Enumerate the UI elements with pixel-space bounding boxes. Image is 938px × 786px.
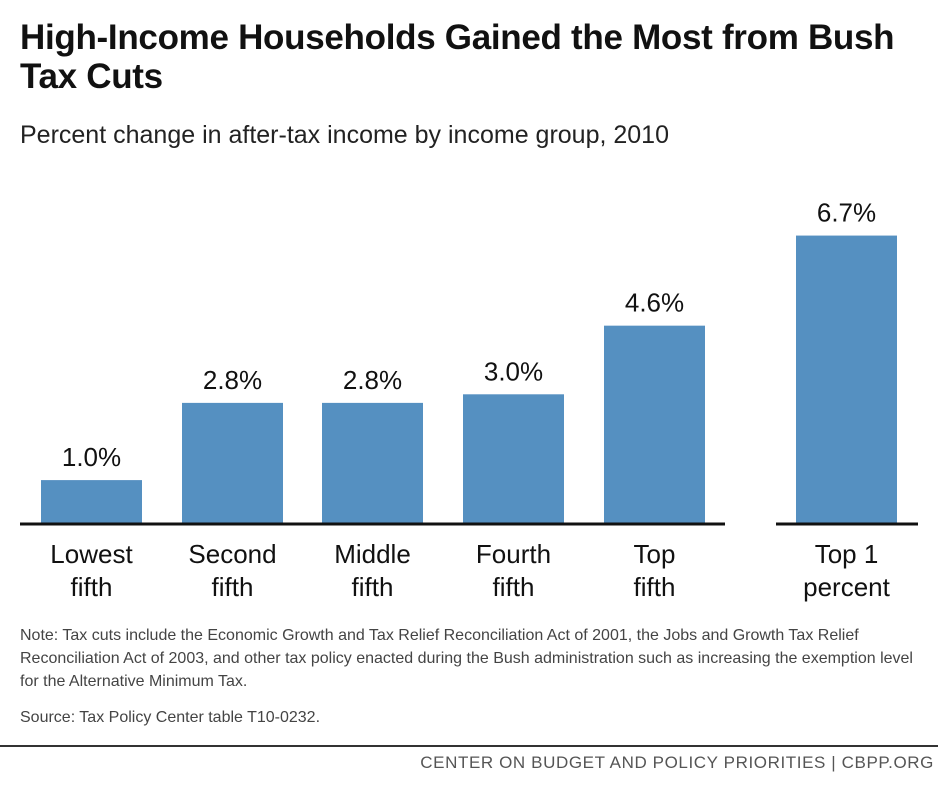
value-label-3: 3.0% [484, 356, 543, 386]
bar-5 [796, 235, 897, 523]
category-label-1-line-0: Second [188, 539, 276, 569]
value-label-0: 1.0% [62, 442, 121, 472]
footer-divider [0, 745, 938, 747]
value-label-5: 6.7% [817, 198, 876, 228]
chart-source: Source: Tax Policy Center table T10-0232… [20, 709, 321, 726]
category-label-1-line-1: fifth [212, 572, 254, 602]
bar-4 [604, 325, 705, 523]
bar-2 [322, 402, 423, 523]
category-labels-group: LowestfifthSecondfifthMiddlefifthFourthf… [50, 539, 890, 602]
chart-subtitle: Percent change in after-tax income by in… [20, 121, 669, 149]
bar-1 [182, 402, 283, 523]
category-label-0-line-0: Lowest [50, 539, 133, 569]
bar-0 [41, 480, 142, 523]
category-label-2-line-1: fifth [352, 572, 394, 602]
category-label-3-line-1: fifth [493, 572, 535, 602]
value-label-2: 2.8% [343, 365, 402, 395]
category-label-0-line-1: fifth [71, 572, 113, 602]
value-label-1: 2.8% [203, 365, 262, 395]
bar-3 [463, 394, 564, 523]
category-label-3-line-0: Fourth [476, 539, 551, 569]
category-label-4-line-0: Top [634, 539, 676, 569]
category-label-5-line-0: Top 1 [815, 539, 879, 569]
category-label-5-line-1: percent [803, 572, 890, 602]
value-labels-group: 1.0% 2.8% 2.8% 3.0% 4.6% 6.7% [62, 198, 876, 473]
chart-note: Note: Tax cuts include the Economic Grow… [20, 627, 913, 690]
footer-credit: CENTER ON BUDGET AND POLICY PRIORITIES |… [420, 753, 934, 772]
bars-group [41, 235, 897, 523]
chart-title: High-Income Households Gained the Most f… [20, 18, 895, 96]
category-label-4-line-1: fifth [634, 572, 676, 602]
value-label-4: 4.6% [625, 288, 684, 318]
category-label-2-line-0: Middle [334, 539, 411, 569]
bar-chart: 1.0%2.8% 2.8% 3.0%4.6%6.7% LowestfifthSeco… [20, 198, 918, 602]
